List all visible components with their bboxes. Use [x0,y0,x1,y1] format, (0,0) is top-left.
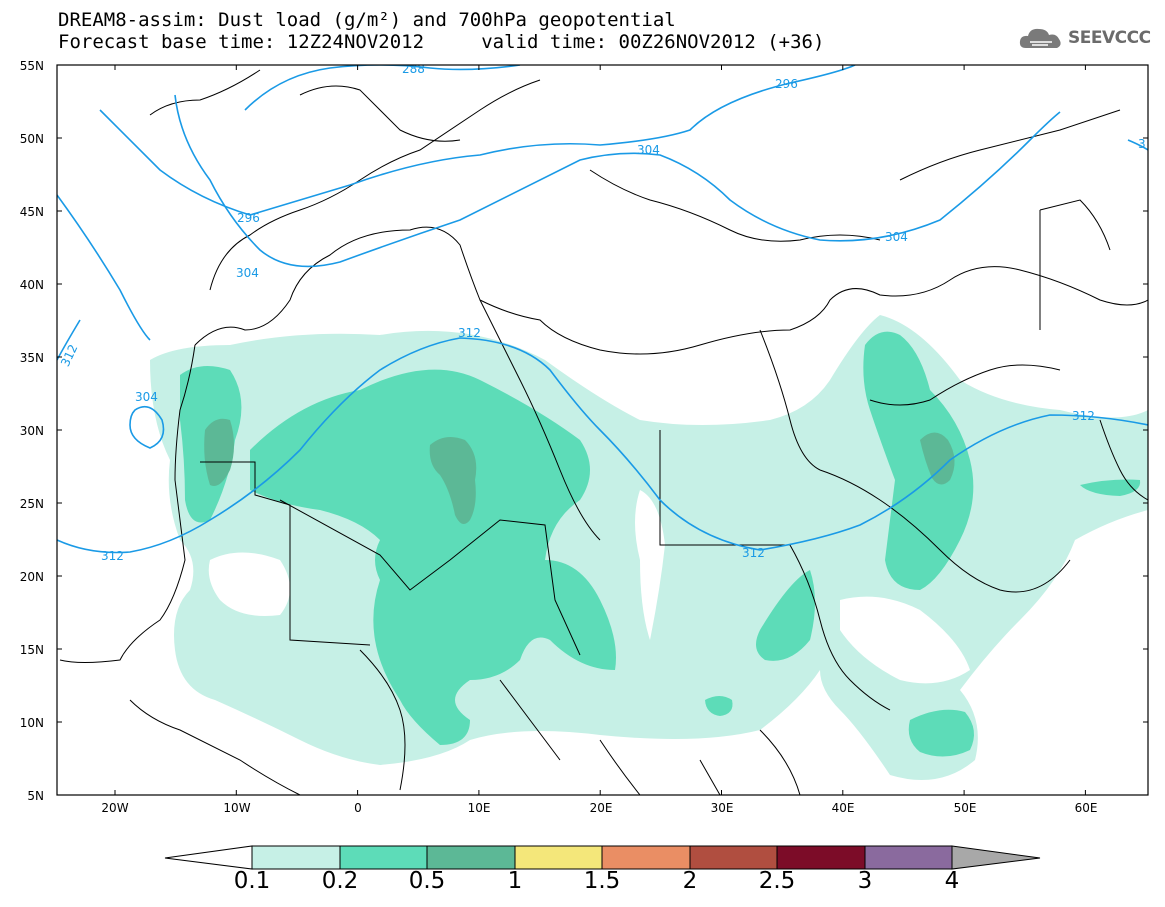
lon-label: 20E [589,801,613,815]
colorbar-label: 0.1 [233,868,271,894]
lon-label: 50E [953,801,977,815]
contour-label: 288 [402,62,425,76]
lat-label: 30N [19,424,44,438]
lat-label: 55N [19,59,44,73]
colorbar-label: 4 [944,868,960,894]
contour-label: 296 [237,211,260,225]
colorbar [164,845,1041,870]
coastlines-and-borders [59,69,1148,795]
lat-label: 40N [19,278,44,292]
seevccc-logo: SEEVCCC [1018,24,1151,52]
colorbar-bin [776,845,866,870]
colorbar-lower-arrow [164,845,253,870]
lat-label: 45N [19,205,44,219]
lon-label: 30E [710,801,734,815]
contour-label: 3 [1138,137,1146,151]
contour-label: 312 [1072,409,1095,423]
colorbar-bin [864,845,953,870]
colorbar-label: 0.5 [408,868,446,894]
colorbar-bin [251,845,341,870]
colorbar-bin [339,845,428,870]
map-title: DREAM8-assim: Dust load (g/m²) and 700hP… [58,9,676,31]
colorbar-bin [426,845,516,870]
contour-label: 304 [637,143,660,157]
axis-ticks [57,64,1148,796]
colorbar-label: 1 [507,868,523,894]
contour-labels: 288 296 296 304 304 304 304 312 312 312 … [58,62,1146,563]
colorbar-label: 2.5 [758,868,796,894]
geopotential-contours [57,65,1148,554]
cloud-icon [1019,28,1061,48]
contour-label: 312 [742,546,765,560]
colorbar-bin [514,845,603,870]
colorbar-label: 0.2 [321,868,359,894]
colorbar-label: 1.5 [583,868,621,894]
contour-label: 304 [135,390,158,404]
lon-label: 10E [467,801,491,815]
lon-label: 40E [831,801,855,815]
colorbar-label: 2 [682,868,698,894]
map-area: 288 296 296 304 304 304 304 312 312 312 … [57,62,1148,795]
lon-label: 10W [223,801,251,815]
lat-label: 35N [19,351,44,365]
logo-text: SEEVCCC [1068,28,1151,48]
lat-label: 20N [19,570,44,584]
colorbar-label: 3 [857,868,873,894]
lat-label: 5N [27,789,44,803]
lon-label: 60E [1074,801,1098,815]
lon-label: 0 [354,801,362,815]
colorbar-bin [601,845,691,870]
dust-load-high-area [204,418,955,524]
lon-label: 20W [101,801,129,815]
contour-label: 296 [775,77,798,91]
contour-label: 304 [885,230,908,244]
dust-free-patches [208,490,970,684]
contour-label: 304 [236,266,259,280]
colorbar-upper-arrow [951,845,1041,870]
lat-label: 15N [19,643,44,657]
lat-label: 10N [19,716,44,730]
contour-label: 312 [458,326,481,340]
lat-label: 25N [19,497,44,511]
contour-label: 312 [101,549,124,563]
colorbar-bin [689,845,778,870]
lat-label: 50N [19,132,44,146]
forecast-time-subtitle: Forecast base time: 12Z24NOV2012 valid t… [58,31,825,53]
